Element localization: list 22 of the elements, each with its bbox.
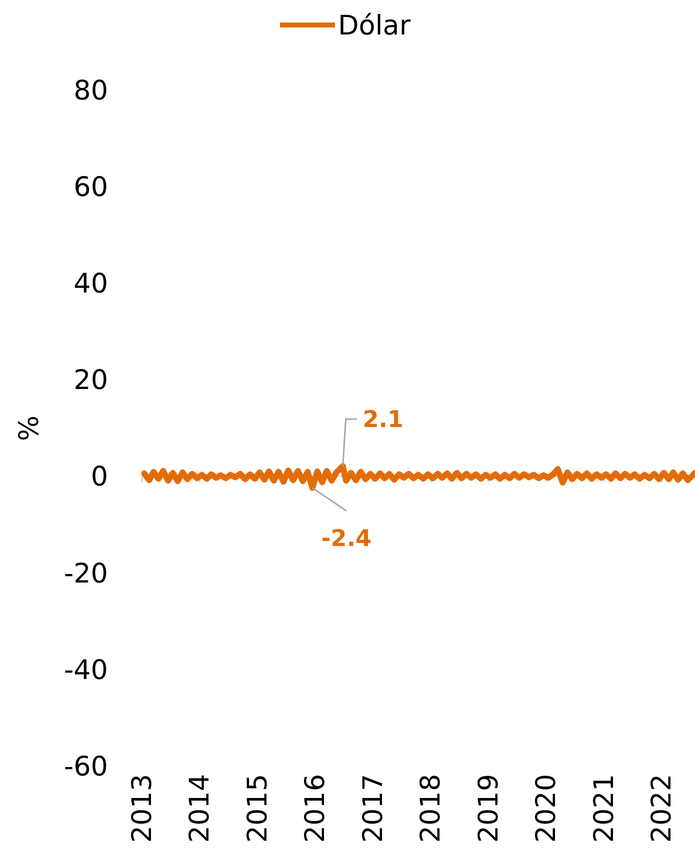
y-tick-label: 60 (74, 172, 108, 204)
x-tick-label: 2013 (127, 774, 158, 843)
x-tick-label: 2017 (358, 774, 389, 843)
x-tick-label: 2016 (300, 774, 332, 843)
x-tick-label: 2015 (242, 774, 274, 843)
y-tick-label: 40 (74, 268, 108, 300)
y-tick-label: -20 (64, 558, 108, 590)
y-axis-title: % (14, 415, 45, 442)
y-tick-label: -40 (64, 654, 108, 686)
legend-label: Dólar (338, 10, 412, 42)
y-tick-label: -60 (64, 751, 108, 782)
y-tick-label: 20 (74, 365, 108, 396)
x-tick-label: 2020 (531, 774, 562, 843)
x-tick-label: 2018 (416, 774, 447, 843)
annotation: 2.1 (362, 407, 404, 434)
annotation: -2.4 (321, 526, 372, 552)
y-tick-label: 80 (74, 75, 108, 106)
x-tick-label: 2021 (588, 774, 620, 843)
y-tick-label: 0 (90, 462, 108, 493)
x-tick-label: 2022 (646, 774, 678, 843)
x-tick-label: 2019 (473, 774, 504, 843)
x-tick-label: 2014 (184, 774, 216, 843)
